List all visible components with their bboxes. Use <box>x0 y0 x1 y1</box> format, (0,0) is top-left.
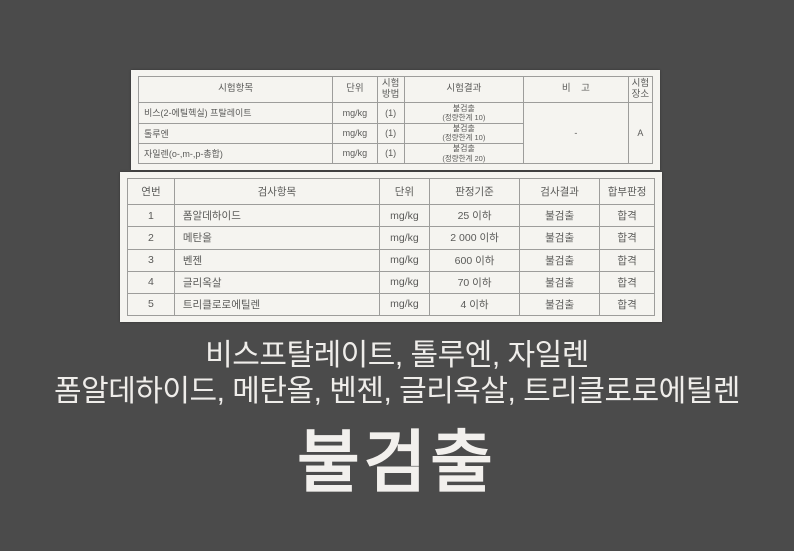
header-unit: 단위 <box>378 177 430 206</box>
inspection-item-name: 벤젠 <box>173 248 380 272</box>
unit-cell: mg/kg <box>378 292 430 317</box>
table-row: 3 벤젠 mg/kg 600 이하 불검출 합격 <box>127 248 655 272</box>
pass-cell: 합격 <box>599 292 655 317</box>
table-row: 비스(2-에틸헥실) 프탈레이트 mg/kg (1) 불검출 (정량한계 10)… <box>137 102 654 164</box>
unit-cell: mg/kg <box>378 204 430 228</box>
criteria-cell: 70 이하 <box>428 270 521 294</box>
header-criteria: 판정기준 <box>428 177 521 206</box>
row-number: 4 <box>127 270 175 294</box>
not-detected-headline: 불검출 <box>297 425 497 501</box>
result-cell: 불검출 <box>519 226 601 250</box>
result-cell: 불검출 <box>519 292 601 317</box>
table-header-row: 시험항목 단위 시험 방법 시험결과 비 고 시험 장소 <box>137 75 654 104</box>
header-number: 연번 <box>127 177 175 206</box>
method-cell: (1) <box>376 102 405 124</box>
result-cell: 불검출 (정량한계 10) <box>403 102 524 124</box>
row-number: 1 <box>127 204 175 228</box>
result-cell: 불검출 <box>519 270 601 294</box>
row-number: 5 <box>127 292 175 317</box>
detection-limit: (정량한계 10) <box>442 113 486 123</box>
unit-cell: mg/kg <box>332 142 378 165</box>
test-item-name: 비스(2-에틸헥실) 프탈레이트 <box>137 102 334 124</box>
substance-list-line2: 폼알데하이드, 메탄올, 벤젠, 글리옥살, 트리클로로에틸렌 <box>54 375 740 408</box>
method-cell: (1) <box>376 142 405 165</box>
header-test-method: 시험 방법 <box>376 75 405 104</box>
table-row: 5 트리클로로에틸렌 mg/kg 4 이하 불검출 합격 <box>127 292 655 317</box>
result-value: 불검출 <box>452 123 475 133</box>
remark-cell: - <box>522 102 629 164</box>
inspection-item-name: 메탄올 <box>173 226 380 250</box>
location-cell: A <box>627 102 654 164</box>
result-cell: 불검출 (정량한계 10) <box>403 122 524 144</box>
phthalate-results-table: 시험항목 단위 시험 방법 시험결과 비 고 시험 장소 비스(2-에틸헥실) … <box>137 75 654 165</box>
table-row: 자일렌(o-,m-,p-총합) mg/kg (1) 불검출 (정량한계 20) <box>137 142 653 165</box>
result-value: 불검출 <box>452 103 475 113</box>
header-test-location: 시험 장소 <box>627 75 654 104</box>
unit-cell: mg/kg <box>378 226 430 250</box>
test-item-name: 자일렌(o-,m-,p-총합) <box>137 142 334 165</box>
method-cell: (1) <box>376 122 405 144</box>
result-cell: 불검출 <box>519 248 601 272</box>
unit-cell: mg/kg <box>378 270 430 294</box>
criteria-cell: 2 000 이하 <box>428 226 521 250</box>
header-pass-fail: 합부판정 <box>599 177 655 206</box>
unit-cell: mg/kg <box>332 102 378 124</box>
pass-cell: 합격 <box>599 226 655 250</box>
test-report-table-phthalate: 시험항목 단위 시험 방법 시험결과 비 고 시험 장소 비스(2-에틸헥실) … <box>131 70 660 170</box>
unit-cell: mg/kg <box>378 248 430 272</box>
header-inspection-item: 검사항목 <box>173 177 380 206</box>
criteria-cell: 25 이하 <box>428 204 521 228</box>
header-unit: 단위 <box>332 75 378 104</box>
row-number: 2 <box>127 226 175 250</box>
table-row: 1 폼알데하이드 mg/kg 25 이하 불검출 합격 <box>127 204 655 228</box>
row-number: 3 <box>127 248 175 272</box>
header-result: 검사결과 <box>519 177 601 206</box>
detection-limit: (정량한계 10) <box>442 133 486 143</box>
inspection-results-table: 연번 검사항목 단위 판정기준 검사결과 합부판정 1 폼알데하이드 mg/kg… <box>127 177 655 317</box>
test-item-name: 톨루엔 <box>137 122 334 144</box>
table-row: 2 메탄올 mg/kg 2 000 이하 불검출 합격 <box>127 226 655 250</box>
unit-cell: mg/kg <box>332 122 378 144</box>
inspection-item-name: 글리옥살 <box>173 270 380 294</box>
result-cell: 불검출 <box>519 204 601 228</box>
table-header-row: 연번 검사항목 단위 판정기준 검사결과 합부판정 <box>127 177 655 206</box>
pass-cell: 합격 <box>599 248 655 272</box>
header-test-result: 시험결과 <box>403 75 524 104</box>
table-row: 4 글리옥살 mg/kg 70 이하 불검출 합격 <box>127 270 655 294</box>
detection-limit: (정량한계 20) <box>442 153 486 163</box>
header-remark: 비 고 <box>522 75 629 104</box>
inspection-item-name: 트리클로로에틸렌 <box>173 292 380 317</box>
inspection-results-table-card: 연번 검사항목 단위 판정기준 검사결과 합부판정 1 폼알데하이드 mg/kg… <box>120 172 662 322</box>
pass-cell: 합격 <box>599 270 655 294</box>
inspection-item-name: 폼알데하이드 <box>173 204 380 228</box>
substance-list-line1: 비스프탈레이트, 톨루엔, 자일렌 <box>205 339 589 372</box>
criteria-cell: 600 이하 <box>428 248 521 272</box>
pass-cell: 합격 <box>599 204 655 228</box>
criteria-cell: 4 이하 <box>428 292 521 317</box>
header-test-item: 시험항목 <box>137 75 334 104</box>
result-cell: 불검출 (정량한계 20) <box>403 142 524 165</box>
result-value: 불검출 <box>452 144 475 154</box>
